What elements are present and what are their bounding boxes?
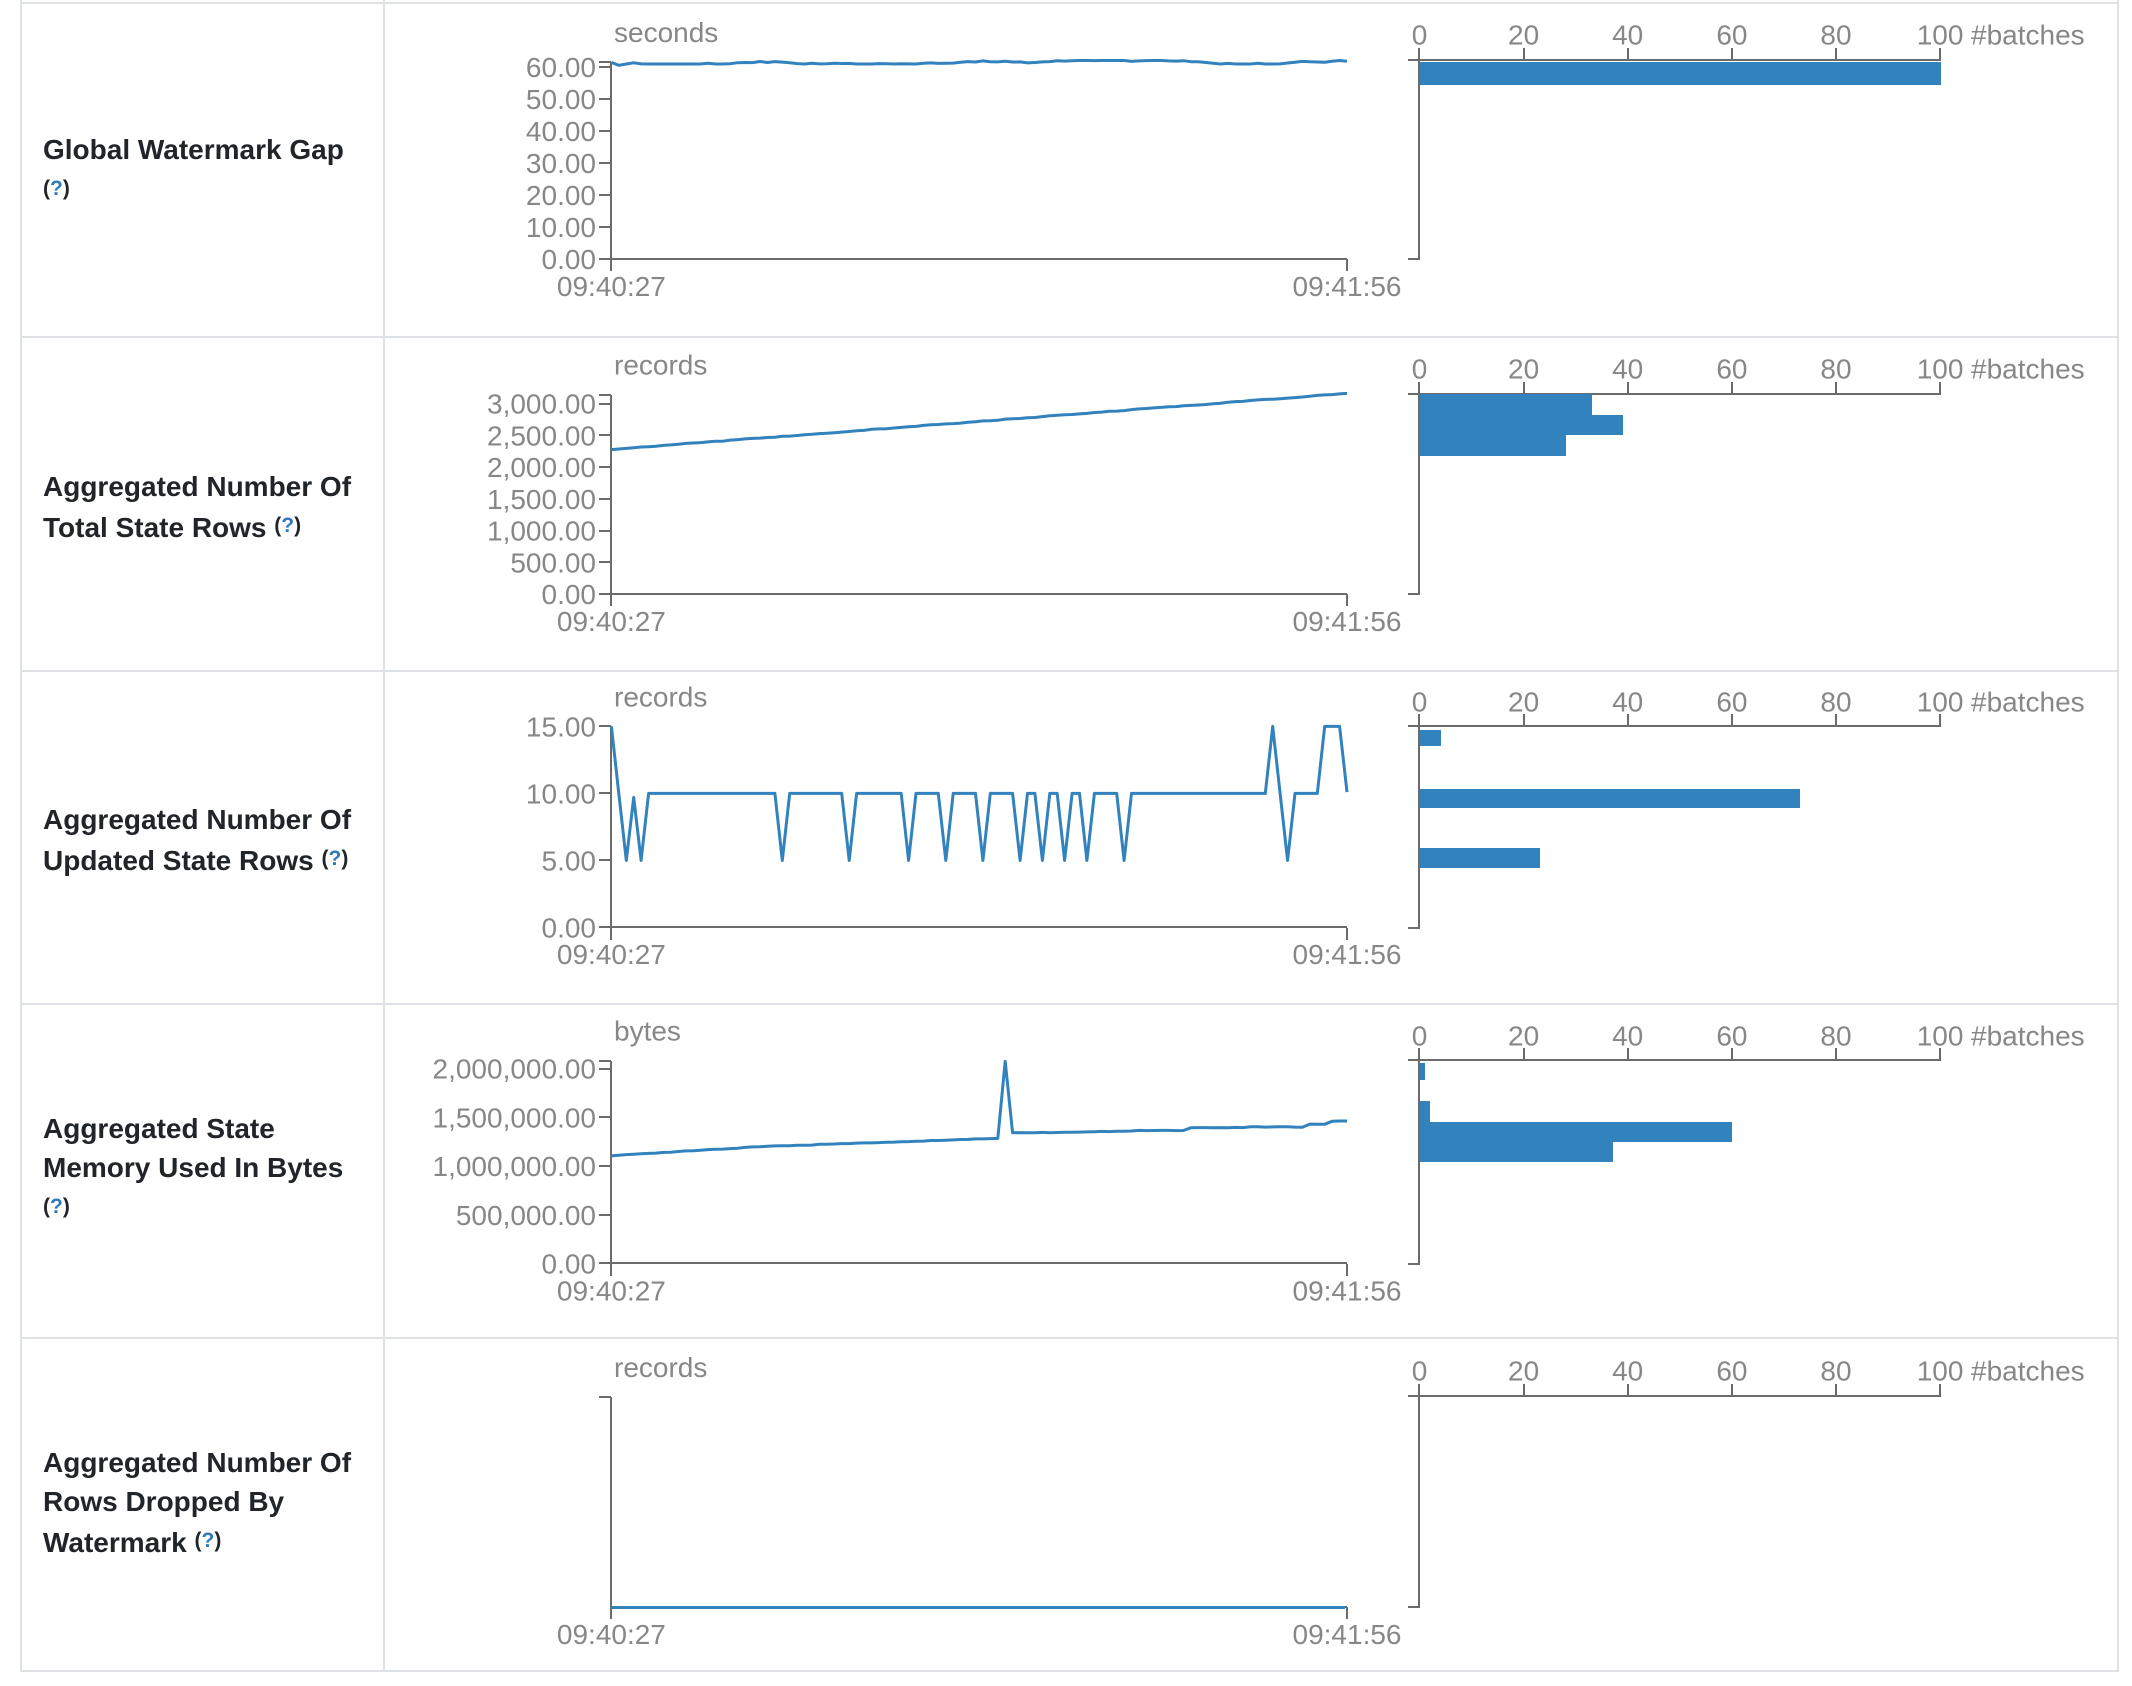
svg-text:1,000.00: 1,000.00 xyxy=(487,516,596,547)
svg-text:records: records xyxy=(614,1352,707,1383)
svg-text:0: 0 xyxy=(1412,20,1428,51)
svg-text:1,500,000.00: 1,500,000.00 xyxy=(433,1102,597,1133)
svg-text:10.00: 10.00 xyxy=(526,212,596,243)
svg-text:#batches: #batches xyxy=(1971,354,2085,385)
svg-text:20.00: 20.00 xyxy=(526,180,596,211)
svg-text:100: 100 xyxy=(1917,1020,1964,1051)
svg-text:0.00: 0.00 xyxy=(542,244,597,275)
svg-text:2,000.00: 2,000.00 xyxy=(487,452,596,483)
svg-text:40: 40 xyxy=(1612,354,1643,385)
svg-text:80: 80 xyxy=(1820,686,1851,717)
svg-text:500.00: 500.00 xyxy=(510,547,596,578)
svg-text:0.00: 0.00 xyxy=(542,1249,597,1280)
svg-text:0: 0 xyxy=(1412,1356,1428,1387)
svg-text:100: 100 xyxy=(1917,354,1964,385)
svg-text:20: 20 xyxy=(1508,20,1539,51)
svg-text:09:40:27: 09:40:27 xyxy=(557,939,666,970)
svg-text:20: 20 xyxy=(1508,1020,1539,1051)
svg-text:2,000,000.00: 2,000,000.00 xyxy=(433,1054,597,1085)
svg-text:80: 80 xyxy=(1820,1020,1851,1051)
svg-text:#batches: #batches xyxy=(1971,20,2085,51)
svg-text:1,000,000.00: 1,000,000.00 xyxy=(433,1151,597,1182)
svg-text:0: 0 xyxy=(1412,354,1428,385)
svg-text:10.00: 10.00 xyxy=(526,778,596,809)
svg-text:#batches: #batches xyxy=(1971,1020,2085,1051)
svg-text:20: 20 xyxy=(1508,686,1539,717)
svg-text:09:41:56: 09:41:56 xyxy=(1293,939,1402,970)
svg-text:80: 80 xyxy=(1820,354,1851,385)
svg-text:40: 40 xyxy=(1612,20,1643,51)
svg-text:100: 100 xyxy=(1917,20,1964,51)
svg-text:60: 60 xyxy=(1716,686,1747,717)
svg-text:20: 20 xyxy=(1508,354,1539,385)
svg-text:3,000.00: 3,000.00 xyxy=(487,389,596,420)
svg-text:80: 80 xyxy=(1820,20,1851,51)
svg-text:#batches: #batches xyxy=(1971,686,2085,717)
svg-text:09:41:56: 09:41:56 xyxy=(1293,271,1402,302)
svg-text:20: 20 xyxy=(1508,1356,1539,1387)
svg-text:5.00: 5.00 xyxy=(542,845,597,876)
svg-text:40: 40 xyxy=(1612,686,1643,717)
svg-text:0.00: 0.00 xyxy=(542,913,597,944)
svg-text:records: records xyxy=(614,681,707,712)
svg-text:#batches: #batches xyxy=(1971,1356,2085,1387)
svg-text:15.00: 15.00 xyxy=(526,711,596,742)
svg-text:60.00: 60.00 xyxy=(526,52,596,83)
svg-text:40: 40 xyxy=(1612,1356,1643,1387)
svg-text:60: 60 xyxy=(1716,1020,1747,1051)
svg-text:09:40:27: 09:40:27 xyxy=(557,606,666,637)
svg-text:60: 60 xyxy=(1716,1356,1747,1387)
svg-text:60: 60 xyxy=(1716,20,1747,51)
svg-text:1,500.00: 1,500.00 xyxy=(487,484,596,515)
svg-text:80: 80 xyxy=(1820,1356,1851,1387)
svg-text:09:41:56: 09:41:56 xyxy=(1293,1276,1402,1307)
svg-text:100: 100 xyxy=(1917,686,1964,717)
svg-text:30.00: 30.00 xyxy=(526,148,596,179)
svg-text:bytes: bytes xyxy=(614,1016,681,1047)
svg-text:records: records xyxy=(614,350,707,381)
svg-text:0: 0 xyxy=(1412,1020,1428,1051)
svg-text:40.00: 40.00 xyxy=(526,116,596,147)
svg-text:seconds: seconds xyxy=(614,17,718,48)
svg-text:100: 100 xyxy=(1917,1356,1964,1387)
svg-text:09:40:27: 09:40:27 xyxy=(557,1619,666,1650)
svg-text:60: 60 xyxy=(1716,354,1747,385)
svg-text:2,500.00: 2,500.00 xyxy=(487,420,596,451)
svg-text:09:41:56: 09:41:56 xyxy=(1293,606,1402,637)
svg-text:09:41:56: 09:41:56 xyxy=(1293,1619,1402,1650)
svg-text:09:40:27: 09:40:27 xyxy=(557,271,666,302)
svg-text:0.00: 0.00 xyxy=(542,579,597,610)
svg-text:0: 0 xyxy=(1412,686,1428,717)
svg-text:09:40:27: 09:40:27 xyxy=(557,1276,666,1307)
svg-text:40: 40 xyxy=(1612,1020,1643,1051)
svg-text:50.00: 50.00 xyxy=(526,84,596,115)
svg-text:500,000.00: 500,000.00 xyxy=(456,1200,596,1231)
